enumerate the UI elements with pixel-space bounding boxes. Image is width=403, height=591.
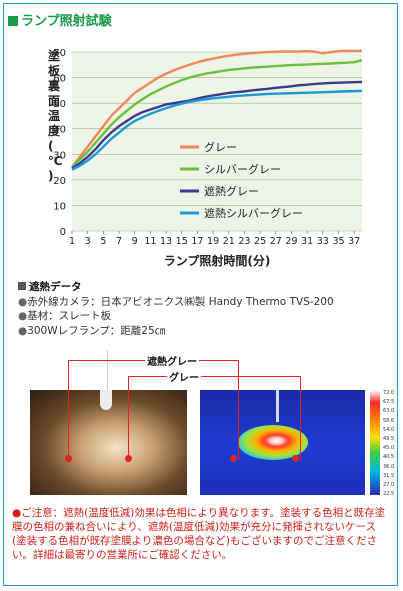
- series-line: [71, 89, 363, 171]
- info-line: ●300Wレフランプ：距離25㎝: [18, 324, 166, 337]
- legend-label: 遮熱グレー: [204, 184, 259, 198]
- callout-line: [300, 376, 301, 460]
- x-tick-label: 7: [116, 236, 122, 247]
- y-tick-label: 20: [53, 176, 66, 187]
- scale-label: 49.5: [383, 436, 395, 442]
- callout-line: [128, 376, 129, 460]
- y-tick-label: 30: [53, 150, 66, 161]
- temperature-scale: [370, 390, 380, 495]
- thermo-section: 72.0 67.5 63.0 58.6 54.0 49.5 45.0 40.5 36.0 31.5…: [25, 350, 394, 500]
- scale-label: 31.5: [383, 472, 395, 479]
- x-tick-label: 21: [223, 236, 235, 247]
- scale-label: 22.5: [383, 491, 395, 498]
- section-title: ランプ照射試験: [21, 14, 112, 29]
- x-tick-label: 25: [254, 236, 266, 247]
- y-tick-label: 70: [53, 48, 66, 59]
- scale-label: 54.0: [383, 426, 395, 433]
- x-tick-label: 5: [100, 236, 106, 247]
- x-tick-label: 29: [285, 236, 297, 247]
- callout-heat-gray: 遮熱グレー: [145, 353, 199, 368]
- y-tick-labels: 0 10 20 30 40 50 60 70: [53, 48, 66, 238]
- marker-gray-right: [292, 455, 299, 462]
- info-square-icon: [18, 282, 26, 290]
- y-axis-label: 塗板裏面温度(℃): [47, 48, 63, 183]
- scale-label: 36.0: [383, 463, 395, 470]
- info-block: 遮熱データ ●赤外線カメラ：日本アビオニクス㈱製 Handy Thermo TV…: [18, 280, 334, 338]
- section-heading: ランプ照射試験: [8, 10, 112, 29]
- frame-border: [3, 3, 398, 586]
- series-line: [71, 49, 363, 168]
- scale-label: 40.5: [383, 454, 395, 461]
- legend-label: 遮熱シルバーグレー: [204, 206, 303, 220]
- legend-label: グレー: [204, 140, 237, 154]
- info-line: ●赤外線カメラ：日本アビオニクス㈱製 Handy Thermo TVS-200: [18, 295, 334, 308]
- y-tick-label: 40: [53, 125, 66, 136]
- series-lines: [71, 49, 363, 171]
- y-tick-label: 10: [53, 201, 66, 212]
- lamp-icon: [100, 390, 112, 410]
- series-line: [71, 59, 363, 168]
- plot-background: [72, 52, 362, 231]
- info-title: 遮熱データ: [18, 280, 334, 295]
- x-tick-label: 33: [317, 236, 329, 247]
- x-tick-label: 19: [207, 236, 219, 247]
- heading-square-icon: [8, 16, 18, 26]
- y-tick-label: 50: [53, 99, 66, 110]
- x-tick-label: 35: [332, 236, 344, 247]
- x-tick-label: 15: [176, 236, 188, 247]
- callout-line: [128, 376, 300, 377]
- x-tick-label: 23: [238, 236, 250, 247]
- scale-label: 63.0: [383, 408, 395, 415]
- lamp-photo: [30, 350, 187, 495]
- x-tick-label: 17: [191, 236, 203, 247]
- x-tick-label: 1: [69, 236, 75, 247]
- callout-gray: グレー: [167, 369, 201, 384]
- scale-label: 45.0: [383, 445, 395, 452]
- scale-label: 72.0: [383, 390, 395, 396]
- x-tick-label: 13: [160, 236, 172, 247]
- marker-heat-right: [230, 455, 237, 462]
- x-tick-label: 27: [270, 236, 282, 247]
- x-tick-label: 9: [132, 236, 138, 247]
- grid-lines: [72, 51, 362, 232]
- x-tick-label: 37: [348, 236, 360, 247]
- scale-label: 58.6: [383, 417, 395, 424]
- info-line: ●基材：スレート板: [18, 310, 112, 322]
- legend-label: シルバーグレー: [204, 162, 281, 176]
- x-tick-label: 11: [144, 236, 156, 247]
- scale-label: 67.5: [383, 399, 395, 406]
- x-tick-label: 3: [85, 236, 91, 247]
- hot-spot: [238, 425, 308, 460]
- lamp-ray: [276, 390, 279, 422]
- lamp-cord: [107, 350, 108, 390]
- x-tick-label: 31: [301, 236, 313, 247]
- callout-line: [68, 360, 69, 460]
- series-line: [71, 80, 363, 170]
- x-tick-labels: 1 3 5 7 9 11 13 15 17 19 21 23 25 27 29 31 33 35 37: [69, 231, 360, 247]
- y-tick-label: 60: [53, 74, 66, 85]
- scale-label: 27.0: [383, 482, 395, 488]
- thermal-image: [200, 390, 365, 495]
- callout-line: [238, 360, 239, 460]
- x-axis-label: ランプ照射時間(分): [164, 253, 271, 268]
- notice-text: ●ご注意：遮熱(温度低減)効果は色相により異なります。塗装する色相と既存塗膜の色…: [12, 507, 386, 561]
- y-tick-label: 0: [60, 227, 66, 238]
